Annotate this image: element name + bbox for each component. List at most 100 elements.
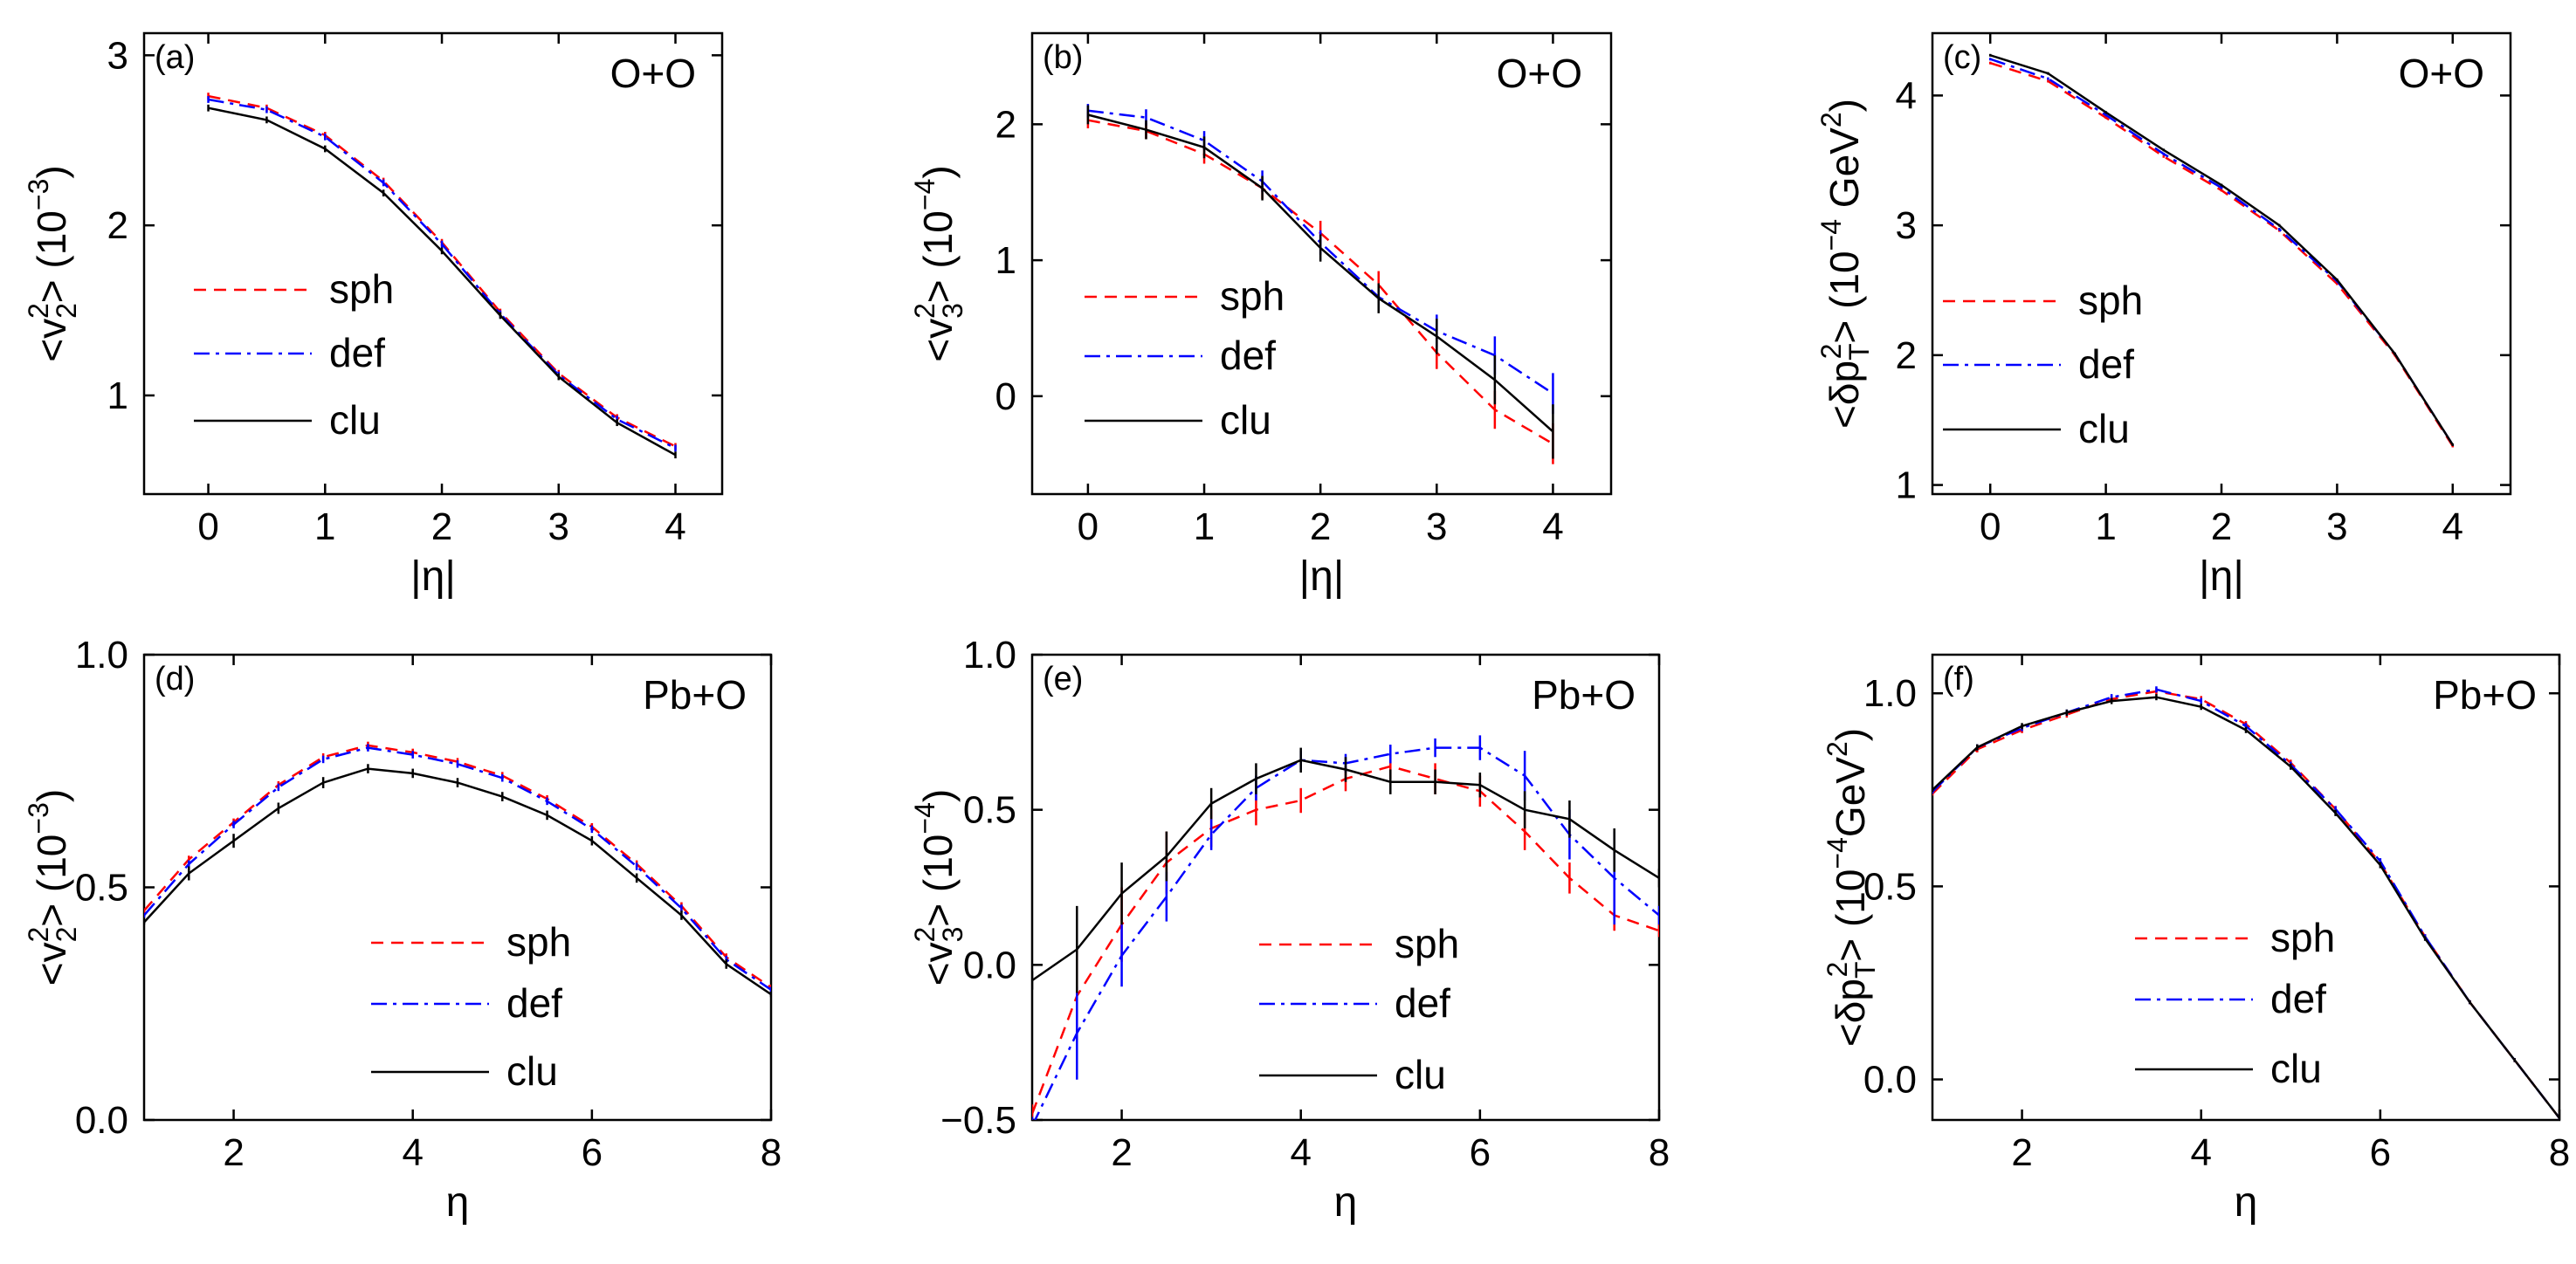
series-line-sph: [1989, 62, 2454, 447]
x-tick-label: 2: [2211, 505, 2232, 548]
x-tick-label: 4: [2442, 505, 2463, 548]
system-label: Pb+O: [643, 672, 747, 718]
y-tick-label: 1.0: [963, 634, 1016, 677]
y-tick-label: 0: [995, 375, 1016, 418]
system-label: Pb+O: [2433, 672, 2537, 718]
x-tick-label: 4: [1290, 1131, 1311, 1174]
series-group: [144, 741, 771, 998]
series-line-sph: [1932, 690, 2559, 1119]
legend-label-def: def: [506, 980, 562, 1026]
series-line-sph: [1087, 119, 1554, 445]
y-tick-label: 0.5: [1863, 865, 1917, 908]
x-tick-label: 2: [431, 505, 452, 548]
x-tick-label: 3: [1426, 505, 1447, 548]
y-tick-label: 0.0: [75, 1099, 128, 1142]
x-axis-label: |η|: [1299, 553, 1345, 600]
chart-panel-b: 0 1 2 3 4 0 1 2 |η| <v32> (10−4) (b) O+O sph def clu: [909, 31, 1613, 600]
y-tick-label: 1.0: [1863, 672, 1917, 715]
x-tick-label: 4: [2190, 1131, 2211, 1174]
series-group: [1988, 53, 2455, 448]
legend-label-clu: clu: [2270, 1046, 2322, 1091]
y-tick-label: 1.0: [75, 634, 128, 677]
series-line-clu: [1032, 759, 1659, 982]
legend-label-sph: sph: [1220, 273, 1285, 319]
series-group: [207, 93, 677, 459]
legend-label-def: def: [2078, 341, 2134, 387]
legend-label-sph: sph: [329, 266, 394, 312]
system-label: O+O: [1497, 51, 1582, 96]
chart-panel-e: 2 4 6 8 −0.5 0.0 0.5 1.0 η <v32> (10−4) (e) Pb+O sph…: [909, 634, 1670, 1226]
chart-panel-d: 2 4 6 8 0.0 0.5 1.0 η <v22> (10−3) (d) Pb+O sph def c…: [23, 634, 782, 1226]
y-tick-label: 2: [107, 204, 128, 247]
y-tick-label: 0.0: [1863, 1059, 1917, 1102]
series-line-def: [1932, 688, 2559, 1119]
y-tick-label: 3: [1896, 204, 1917, 247]
x-axis-label: η: [2235, 1179, 2258, 1226]
legend-label-sph: sph: [1395, 921, 1459, 966]
series-line-clu: [1087, 113, 1554, 433]
x-tick-label: 1: [314, 505, 335, 548]
x-tick-label: 2: [223, 1131, 244, 1174]
series-line-sph: [208, 94, 677, 448]
y-tick-label: 1: [107, 374, 128, 417]
y-tick-label: 0.5: [963, 789, 1016, 832]
x-tick-label: 6: [582, 1131, 603, 1174]
legend-label-def: def: [329, 330, 385, 375]
y-axis-label: <v32> (10−4): [909, 789, 968, 986]
y-axis-label: <v22> (10−3): [23, 165, 82, 361]
series-line-clu: [144, 767, 771, 996]
series-line-clu: [1932, 696, 2559, 1119]
y-tick-label: −0.5: [940, 1099, 1016, 1142]
x-axis-label: |η|: [2199, 553, 2244, 600]
panel-label: (c): [1943, 39, 1981, 76]
x-tick-label: 2: [2011, 1131, 2032, 1174]
y-axis-label: <δpT2> (10−4 GeV2): [1815, 99, 1875, 429]
x-tick-label: 2: [1310, 505, 1331, 548]
x-tick-label: 3: [2326, 505, 2347, 548]
legend-label-clu: clu: [506, 1048, 558, 1094]
system-label: O+O: [610, 51, 696, 96]
legend-label-def: def: [1395, 980, 1450, 1026]
x-tick-label: 6: [2370, 1131, 2391, 1174]
legend-label-def: def: [2270, 976, 2326, 1021]
x-axis-label: |η|: [410, 553, 456, 600]
y-tick-label: 1: [1896, 464, 1917, 507]
y-axis-label: <v22> (10−3): [23, 789, 82, 986]
series-line-def: [1034, 746, 1659, 1120]
legend-label-sph: sph: [2270, 915, 2335, 960]
x-axis-label: η: [446, 1179, 470, 1226]
y-axis-label: <v32> (10−4): [909, 165, 968, 361]
x-tick-label: 0: [197, 505, 218, 548]
x-axis-label: η: [1334, 1179, 1358, 1226]
series-group: [1086, 103, 1554, 464]
x-tick-label: 1: [1194, 505, 1215, 548]
panel-label: (a): [155, 39, 195, 76]
y-tick-label: 0.5: [75, 867, 128, 910]
x-tick-label: 4: [665, 505, 685, 548]
plot-frame: [1030, 653, 1661, 1122]
y-axis-label: <δpT2> (10−4GeV2): [1822, 728, 1881, 1047]
plot-frame: [1030, 31, 1613, 496]
series-line-def: [1989, 58, 2454, 446]
y-tick-label: 2: [995, 103, 1016, 146]
panel-label: (e): [1043, 661, 1083, 697]
x-tick-label: 4: [402, 1131, 423, 1174]
x-tick-label: 0: [1980, 505, 2001, 548]
plot-frame: [1931, 31, 2512, 496]
plot-frame: [142, 653, 773, 1122]
x-tick-label: 6: [1470, 1131, 1491, 1174]
series-line-clu: [1989, 54, 2454, 446]
panel-label: (f): [1943, 661, 1974, 697]
x-tick-label: 0: [1078, 505, 1099, 548]
plot-frame: [142, 31, 724, 496]
legend-label-clu: clu: [1220, 397, 1271, 443]
system-label: Pb+O: [1532, 672, 1636, 718]
chart-panel-c: 0 1 2 3 4 1 2 3 4 |η| <δpT2> (10−4 GeV2) (c) O+O sph d…: [1815, 31, 2512, 600]
chart-panel-f: 2 4 6 8 0.0 0.5 1.0 η <δpT2> (10−4GeV2) (f) Pb+O sp…: [1822, 653, 2570, 1226]
y-tick-label: 0.0: [963, 944, 1016, 986]
series-group: [1032, 735, 1659, 1120]
legend-label-sph: sph: [506, 919, 571, 965]
y-tick-label: 1: [995, 239, 1016, 282]
legend-label-clu: clu: [2078, 406, 2130, 451]
